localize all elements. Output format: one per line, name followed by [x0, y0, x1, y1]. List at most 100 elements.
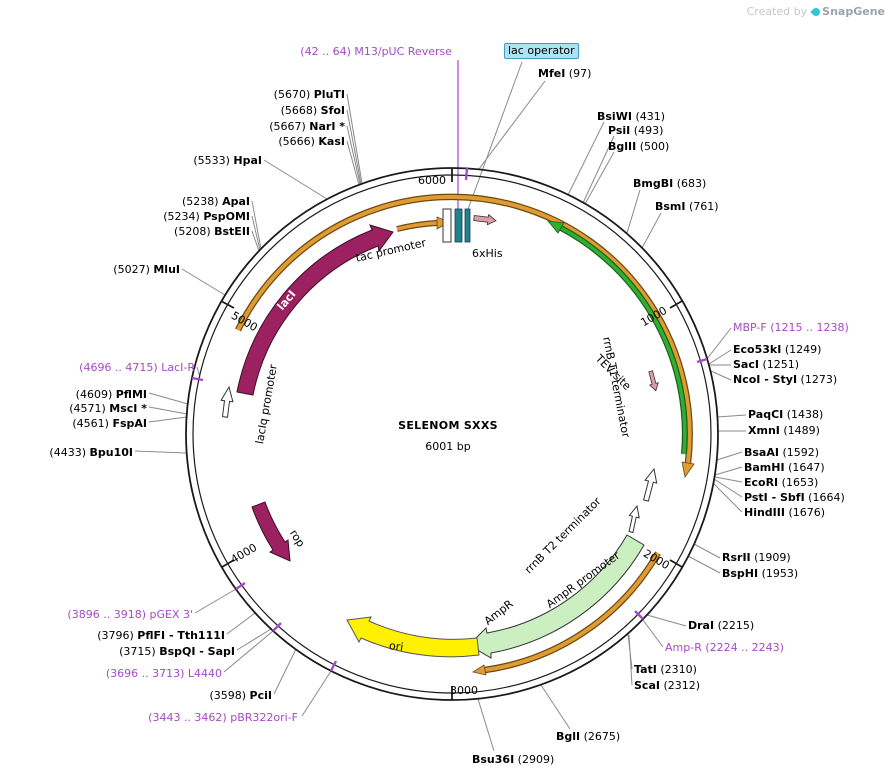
site-label-bsaai[interactable]: BsaAI (1592): [744, 446, 819, 460]
site-name: PflFI - Tth111I: [137, 629, 225, 642]
site-name: M13/pUC Reverse: [354, 45, 452, 58]
site-label-msci[interactable]: (4571) MscI *: [69, 402, 147, 416]
site-label-tati[interactable]: TatI (2310): [634, 663, 697, 677]
site-label-hindiii[interactable]: HindIII (1676): [744, 506, 825, 520]
site-label-bpu10i[interactable]: (4433) Bpu10I: [49, 446, 133, 460]
tick-label-3000: 3000: [450, 684, 478, 697]
site-label-rsrii[interactable]: RsrII (1909): [722, 551, 791, 565]
site-label-bsphi[interactable]: BspHI (1953): [722, 567, 798, 581]
site-pos: (4571): [69, 402, 106, 415]
site-label-eco53ki[interactable]: Eco53kI (1249): [733, 343, 821, 357]
site-label-ecori[interactable]: EcoRI (1653): [744, 476, 818, 490]
site-pos: (3443 .. 3462): [148, 711, 227, 724]
site-label-fspai[interactable]: (4561) FspAI: [72, 417, 147, 431]
site-name: PflMI: [115, 388, 147, 401]
site-label-hpai[interactable]: (5533) HpaI: [193, 154, 262, 168]
site-label-bsiwi[interactable]: BsiWI (431): [597, 110, 665, 124]
site-label-pflmi[interactable]: (4609) PflMI: [76, 388, 147, 402]
site-label-saci[interactable]: SacI (1251): [733, 358, 799, 372]
tev-site-arrow[interactable]: [648, 370, 659, 392]
site-pos: (4433): [49, 446, 86, 459]
site-pos: (4609): [75, 388, 113, 401]
feature-label-ori[interactable]: ori: [388, 639, 405, 654]
site-name: BstEII: [214, 225, 250, 238]
plasmid-title: SELENOM SXXS: [398, 419, 498, 432]
site-label-m13-puc-reverse[interactable]: (42 .. 64) M13/pUC Reverse: [300, 45, 452, 59]
watermark-prefix: Created by: [746, 5, 808, 18]
site-pos: (5208): [174, 225, 211, 238]
site-pos: (97): [568, 67, 592, 80]
site-name: ApaI: [222, 195, 250, 208]
site-pos: (2224 .. 2243): [705, 641, 784, 654]
site-label-paqci[interactable]: PaqCI (1438): [748, 408, 823, 422]
site-label-bgli[interactable]: BglI (2675): [556, 730, 620, 744]
site-name: DraI: [688, 619, 715, 632]
site-pos: (1592): [782, 446, 820, 459]
laciq-promoter-arrow[interactable]: [220, 385, 234, 418]
site-label-ncoi-styi[interactable]: NcoI - StyI (1273): [733, 373, 837, 387]
expression-arc-bottom[interactable]: [471, 551, 661, 676]
site-pos: (5668): [280, 104, 318, 117]
site-name: XmnI: [748, 424, 780, 437]
expression-arc-main[interactable]: [235, 193, 695, 479]
laci-arrow[interactable]: [236, 224, 394, 396]
promoter-bar[interactable]: [442, 208, 452, 243]
site-label-xmni[interactable]: XmnI (1489): [748, 424, 820, 438]
lac-operator-bar[interactable]: [454, 208, 463, 243]
lac-operator-bar-2[interactable]: [464, 208, 471, 243]
site-label-pflfi-tth111i[interactable]: (3796) PflFI - Tth111I: [97, 629, 225, 643]
site-name: BmgBI: [633, 177, 674, 190]
ori-arrow[interactable]: [346, 616, 480, 658]
site-name: Eco53kI: [733, 343, 782, 356]
tac-promoter-arrow[interactable]: [396, 216, 450, 232]
site-pos: (2909): [517, 753, 555, 766]
site-label-nari[interactable]: (5667) NarI *: [269, 120, 345, 134]
site-label-mbp-f[interactable]: MBP-F (1215 .. 1238): [733, 321, 849, 335]
site-label-bglii[interactable]: BglII (500): [608, 140, 669, 154]
site-label-pbr322ori-f[interactable]: (3443 .. 3462) pBR322ori-F: [148, 711, 298, 725]
site-label-psii[interactable]: PsiI (493): [608, 124, 663, 138]
site-label-bamhi[interactable]: BamHI (1647): [744, 461, 825, 475]
ampr-promoter-arrow[interactable]: [628, 504, 640, 534]
site-label-pluti[interactable]: (5670) PluTI: [274, 88, 345, 102]
site-label-bsu36i[interactable]: Bsu36I (2909): [472, 753, 554, 767]
primer-ticks[interactable]: [191, 167, 708, 672]
his6-tag-arrow[interactable]: [473, 213, 497, 226]
site-label-bmgbi[interactable]: BmgBI (683): [633, 177, 706, 191]
site-name: MfeI: [538, 67, 566, 80]
site-label-kasi[interactable]: (5666) KasI: [278, 135, 345, 149]
site-name: BspHI: [722, 567, 759, 580]
site-label-pspomi[interactable]: (5234) PspOMI: [163, 210, 250, 224]
site-label-bsmi[interactable]: BsmI (761): [655, 200, 719, 214]
site-label-amp-r[interactable]: Amp-R (2224 .. 2243): [665, 641, 784, 655]
site-label-bspqi-sapi[interactable]: (3715) BspQI - SapI: [119, 645, 235, 659]
site-label-pgex-3[interactable]: (3896 .. 3918) pGEX 3': [67, 608, 193, 622]
site-label-drai[interactable]: DraI (2215): [688, 619, 754, 633]
site-label-sfoi[interactable]: (5668) SfoI: [281, 104, 345, 118]
site-name: BamHI: [744, 461, 785, 474]
rrnb-t1-terminator-arc[interactable]: [547, 220, 688, 455]
site-label-pcii[interactable]: (3598) PciI: [209, 689, 272, 703]
rrnb-t2-terminator-arrow[interactable]: [642, 467, 658, 502]
site-pos: (1909): [754, 551, 791, 564]
site-pos: (5667): [269, 120, 306, 133]
site-pos: (761): [689, 200, 719, 213]
site-name: BspQI - SapI: [159, 645, 235, 658]
site-pos: (1251): [762, 358, 800, 371]
site-label-laci-r[interactable]: (4696 .. 4715) LacI-R: [79, 361, 195, 375]
site-name: HindIII: [744, 506, 785, 519]
site-label-apai[interactable]: (5238) ApaI: [182, 195, 250, 209]
site-label-scai[interactable]: ScaI (2312): [634, 679, 700, 693]
site-pos: (3696 .. 3713): [105, 667, 185, 680]
site-label-psti-sbfi[interactable]: PstI - SbfI (1664): [744, 491, 845, 505]
site-label-lac-operator[interactable]: lac operator: [504, 43, 579, 59]
site-name: pBR322ori-F: [230, 711, 298, 724]
rop-arrow[interactable]: [251, 501, 291, 562]
site-label-bsteii[interactable]: (5208) BstEII: [174, 225, 250, 239]
bp-ticks: [220, 168, 683, 700]
site-label-mfei[interactable]: MfeI (97): [538, 67, 591, 81]
feature-label-6xhis[interactable]: 6xHis: [472, 247, 503, 260]
site-pos: (1273): [800, 373, 838, 386]
site-label-mlui[interactable]: (5027) MluI: [113, 263, 180, 277]
site-label-l4440[interactable]: (3696 .. 3713) L4440: [106, 667, 222, 681]
